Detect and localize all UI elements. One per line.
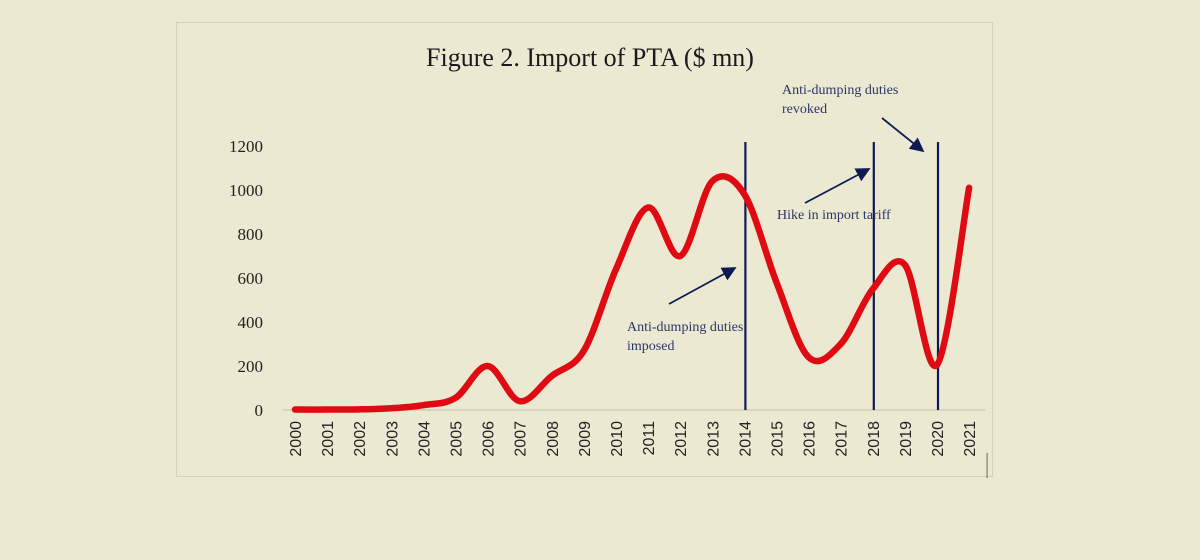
y-tick-label: 400 <box>238 313 264 332</box>
annotations: Anti-dumping duties imposed Hike in import… <box>627 83 925 354</box>
chart-title: Figure 2. Import of PTA ($ mn) <box>426 43 754 72</box>
pta-import-chart: Figure 2. Import of PTA ($ mn) 0 200 400 60… <box>229 43 988 478</box>
annotation-line: Hike in import tariff <box>777 208 891 223</box>
x-tick-label: 2017 <box>834 421 851 457</box>
x-tick-label: 2015 <box>770 421 787 457</box>
annotation-text: Hike in import tariff <box>777 208 891 223</box>
x-tick-label: 2012 <box>673 421 690 457</box>
x-tick-label: 2008 <box>545 421 562 457</box>
x-tick-label: 2009 <box>577 421 594 457</box>
x-tick-label: 2014 <box>737 421 754 457</box>
y-tick-label: 1000 <box>229 181 263 200</box>
annotation-text: Anti-dumping duties revoked <box>782 83 898 117</box>
x-tick-label: 2016 <box>802 421 819 457</box>
x-tick-label: 2006 <box>481 421 498 457</box>
y-tick-label: 200 <box>238 357 264 376</box>
y-tick-label: 0 <box>255 401 264 420</box>
annotation-line: imposed <box>627 339 674 354</box>
annotation-line: Anti-dumping duties <box>627 320 743 335</box>
x-tick-label: 2020 <box>930 421 947 457</box>
x-tick-label: 2021 <box>962 421 979 457</box>
x-tick-label: 2003 <box>384 421 401 457</box>
annotation-arrow <box>881 117 925 153</box>
y-tick-label: 600 <box>238 269 264 288</box>
x-axis: 2000 2001 2002 2003 2004 2005 2006 2007 2008 2009… <box>283 409 988 478</box>
annotation-arrow <box>804 168 871 204</box>
y-axis: 0 200 400 600 800 1000 1200 <box>229 137 263 420</box>
x-tick-label: 2013 <box>705 421 722 457</box>
x-tick-label: 2002 <box>352 421 369 457</box>
x-tick-label: 2018 <box>866 421 883 457</box>
annotation-arrow <box>668 267 737 305</box>
x-tick-label: 2010 <box>609 421 626 457</box>
x-tick-label: 2005 <box>449 421 466 457</box>
series-group <box>291 173 973 413</box>
y-tick-label: 1200 <box>229 137 263 156</box>
x-tick-label: 2011 <box>641 421 658 456</box>
x-tick-label: 2004 <box>416 421 433 457</box>
annotation-line: revoked <box>782 102 827 117</box>
chart-frame: Figure 2. Import of PTA ($ mn) 0 200 400 60… <box>176 22 993 478</box>
series-line <box>291 173 973 413</box>
x-tick-label: 2000 <box>288 421 305 457</box>
x-tick-label: 2019 <box>898 421 915 457</box>
annotation-line: Anti-dumping duties <box>782 83 898 98</box>
annotation-text: Anti-dumping duties imposed <box>627 320 743 354</box>
x-tick-label: 2001 <box>320 421 337 457</box>
x-tick-label: 2007 <box>513 421 530 457</box>
y-tick-label: 800 <box>238 225 264 244</box>
